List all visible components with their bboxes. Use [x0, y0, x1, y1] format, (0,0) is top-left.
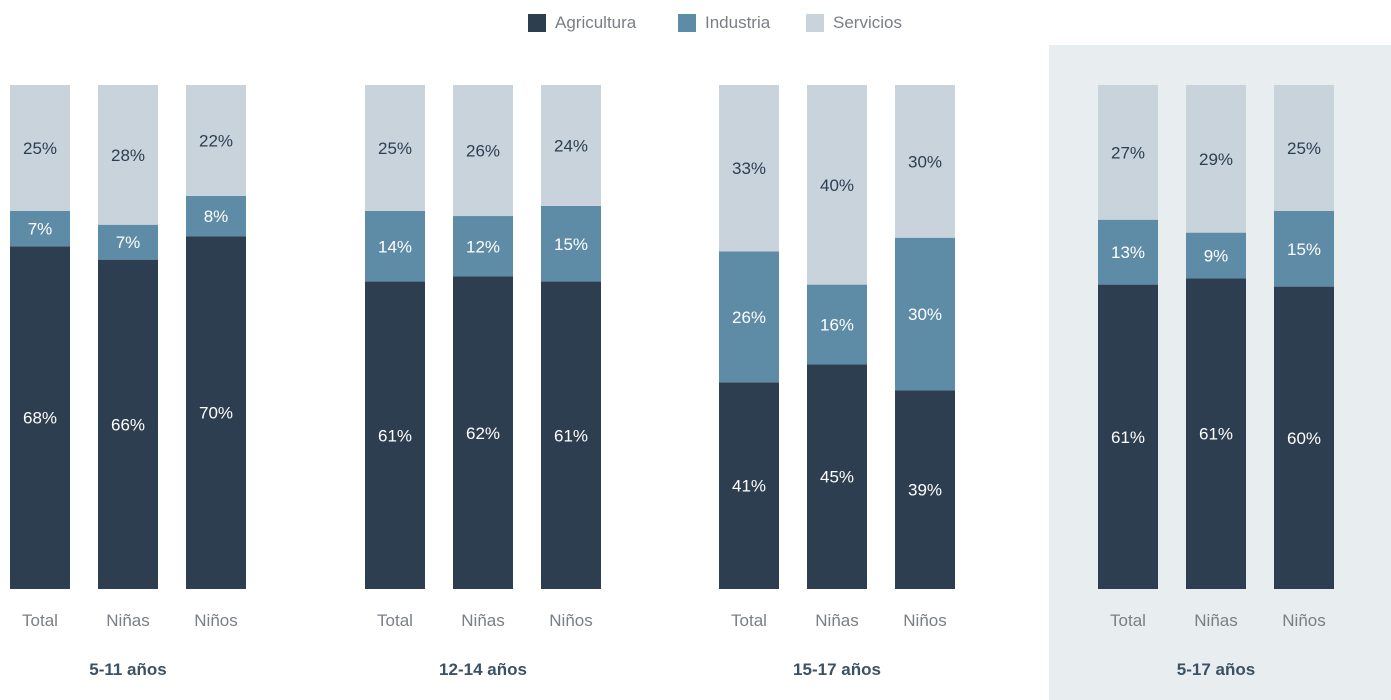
data-label-15-17-anos-ninos-agricultura: 39%	[908, 481, 942, 500]
data-label-5-17-anos-ninas-servicios: 29%	[1199, 150, 1233, 169]
bar-segment-5-11-anos-ninos-industria	[186, 195, 246, 237]
data-label-15-17-anos-total-industria: 26%	[732, 308, 766, 327]
bar-segment-15-17-anos-ninos-servicios	[895, 85, 955, 238]
bar-segment-12-14-anos-total-agricultura	[365, 281, 425, 589]
bar-segment-15-17-anos-ninas-servicios	[807, 85, 867, 285]
bar-segment-15-17-anos-ninos-agricultura	[895, 390, 955, 589]
bar-segment-5-11-anos-ninas-servicios	[98, 85, 158, 225]
chart-legend: Agricultura Industria Servicios	[0, 10, 1391, 36]
category-label-5-17-anos-ninas: Niñas	[1194, 611, 1237, 630]
data-label-5-17-anos-ninos-industria: 15%	[1287, 240, 1321, 259]
group-title-15-17-anos: 15-17 años	[793, 660, 881, 679]
data-label-5-17-anos-ninos-servicios: 25%	[1287, 139, 1321, 158]
data-label-12-14-anos-ninos-agricultura: 61%	[554, 426, 588, 445]
bar-segment-12-14-anos-ninas-servicios	[453, 85, 513, 217]
bar-segment-5-17-anos-ninos-agricultura	[1274, 286, 1334, 589]
category-label-12-14-anos-total: Total	[377, 611, 413, 630]
bar-segment-15-17-anos-total-agricultura	[719, 382, 779, 589]
data-label-12-14-anos-ninos-industria: 15%	[554, 235, 588, 254]
bar-segment-15-17-anos-ninas-industria	[807, 284, 867, 365]
data-label-5-11-anos-ninas-industria: 7%	[116, 233, 141, 252]
bar-segment-5-11-anos-ninos-servicios	[186, 85, 246, 196]
data-label-12-14-anos-total-servicios: 25%	[378, 139, 412, 158]
bar-segment-5-11-anos-ninos-agricultura	[186, 236, 246, 589]
category-label-12-14-anos-ninas: Niñas	[461, 611, 504, 630]
category-label-5-11-anos-ninas: Niñas	[106, 611, 149, 630]
bar-segment-5-11-anos-ninas-agricultura	[98, 259, 158, 589]
legend-label-industria: Industria	[705, 13, 771, 32]
category-label-12-14-anos-ninos: Niños	[549, 611, 592, 630]
category-label-5-11-anos-ninos: Niños	[194, 611, 237, 630]
legend-swatch-agricultura	[528, 14, 546, 32]
bar-segment-5-17-anos-ninos-industria	[1274, 211, 1334, 287]
group-title-12-14-anos: 12-14 años	[439, 660, 527, 679]
category-label-5-17-anos-total: Total	[1110, 611, 1146, 630]
bar-segment-12-14-anos-ninas-industria	[453, 216, 513, 277]
bar-segment-12-14-anos-total-servicios	[365, 85, 425, 211]
data-label-5-11-anos-total-industria: 7%	[28, 220, 53, 239]
bar-segment-5-17-anos-ninos-servicios	[1274, 85, 1334, 211]
data-label-5-17-anos-ninas-industria: 9%	[1204, 247, 1229, 266]
data-label-5-11-anos-ninas-agricultura: 66%	[111, 415, 145, 434]
bar-segment-15-17-anos-total-servicios	[719, 85, 779, 252]
data-label-15-17-anos-ninos-industria: 30%	[908, 305, 942, 324]
bar-segment-15-17-anos-total-industria	[719, 251, 779, 383]
bar-segment-5-11-anos-ninas-industria	[98, 224, 158, 260]
bar-segment-12-14-anos-ninas-agricultura	[453, 276, 513, 589]
data-label-15-17-anos-ninas-industria: 16%	[820, 316, 854, 335]
legend-swatch-industria	[678, 14, 696, 32]
category-label-15-17-anos-ninos: Niños	[903, 611, 946, 630]
legend-swatch-servicios	[806, 14, 824, 32]
group-title-5-17-anos: 5-17 años	[1177, 660, 1255, 679]
data-label-5-11-anos-ninos-servicios: 22%	[199, 131, 233, 150]
category-label-5-11-anos-total: Total	[22, 611, 58, 630]
data-label-5-17-anos-total-agricultura: 61%	[1111, 428, 1145, 447]
data-label-15-17-anos-total-servicios: 33%	[732, 159, 766, 178]
bar-segment-12-14-anos-ninos-agricultura	[541, 281, 601, 589]
data-label-5-11-anos-total-servicios: 25%	[23, 139, 57, 158]
legend-label-servicios: Servicios	[833, 13, 902, 32]
bar-segment-15-17-anos-ninas-agricultura	[807, 364, 867, 589]
data-label-12-14-anos-ninos-servicios: 24%	[554, 136, 588, 155]
data-label-12-14-anos-ninas-agricultura: 62%	[466, 424, 500, 443]
bar-segment-15-17-anos-ninos-industria	[895, 237, 955, 391]
data-label-5-17-anos-total-industria: 13%	[1111, 243, 1145, 262]
bar-segment-5-17-anos-total-agricultura	[1098, 284, 1158, 589]
bar-segment-5-17-anos-ninas-industria	[1186, 232, 1246, 279]
data-label-12-14-anos-ninas-servicios: 26%	[466, 142, 500, 161]
data-label-5-11-anos-total-agricultura: 68%	[23, 409, 57, 428]
category-label-5-17-anos-ninos: Niños	[1282, 611, 1325, 630]
legend-label-agricultura: Agricultura	[555, 13, 637, 32]
bar-segment-5-11-anos-total-industria	[10, 211, 70, 247]
category-label-15-17-anos-ninas: Niñas	[815, 611, 858, 630]
bar-segment-12-14-anos-total-industria	[365, 211, 425, 282]
bar-segment-5-17-anos-ninas-agricultura	[1186, 278, 1246, 589]
bar-segment-5-11-anos-total-agricultura	[10, 246, 70, 589]
bar-segment-5-17-anos-total-industria	[1098, 219, 1158, 285]
data-label-15-17-anos-total-agricultura: 41%	[732, 477, 766, 496]
data-label-5-17-anos-total-servicios: 27%	[1111, 143, 1145, 162]
data-label-12-14-anos-total-agricultura: 61%	[378, 426, 412, 445]
data-label-5-11-anos-ninos-agricultura: 70%	[199, 404, 233, 423]
data-label-15-17-anos-ninas-agricultura: 45%	[820, 468, 854, 487]
group-title-5-11-anos: 5-11 años	[89, 660, 167, 679]
data-label-12-14-anos-ninas-industria: 12%	[466, 237, 500, 256]
bar-segment-5-11-anos-total-servicios	[10, 85, 70, 211]
data-label-15-17-anos-ninos-servicios: 30%	[908, 152, 942, 171]
data-label-5-11-anos-ninos-industria: 8%	[204, 207, 229, 226]
bar-segment-5-17-anos-ninas-servicios	[1186, 85, 1246, 233]
data-label-15-17-anos-ninas-servicios: 40%	[820, 176, 854, 195]
data-label-12-14-anos-total-industria: 14%	[378, 237, 412, 256]
data-label-5-17-anos-ninos-agricultura: 60%	[1287, 429, 1321, 448]
data-label-5-11-anos-ninas-servicios: 28%	[111, 146, 145, 165]
data-label-5-17-anos-ninas-agricultura: 61%	[1199, 425, 1233, 444]
category-label-15-17-anos-total: Total	[731, 611, 767, 630]
bar-segment-12-14-anos-ninos-industria	[541, 205, 601, 282]
bar-segment-12-14-anos-ninos-servicios	[541, 85, 601, 206]
bar-segment-5-17-anos-total-servicios	[1098, 85, 1158, 220]
